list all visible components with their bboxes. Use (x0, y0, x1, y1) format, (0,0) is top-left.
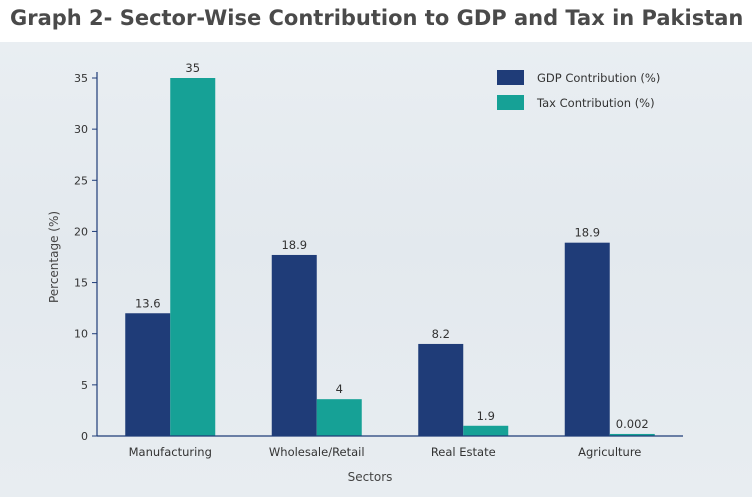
bar-tax-manufacturing (170, 78, 216, 436)
legend-label: Tax Contribution (%) (536, 96, 655, 110)
y-tick-label: 15 (74, 277, 88, 290)
legend: GDP Contribution (%) Tax Contribution (%) (497, 70, 660, 110)
x-tick-label: Agriculture (578, 445, 641, 459)
chart-title: Graph 2- Sector-Wise Contribution to GDP… (10, 6, 744, 30)
legend-swatch-tax (497, 95, 524, 110)
bar-tax-real-estate (463, 425, 509, 436)
data-label: 0.002 (616, 417, 649, 431)
bar-tax-agriculture (609, 433, 655, 436)
bar-chart: 0 5 10 15 20 25 30 35 13.6 35 18.9 4 8.2 1.9 18.9 0.00… (47, 61, 683, 484)
y-axis: 0 5 10 15 20 25 30 35 (74, 72, 98, 443)
x-tick-label: Wholesale/Retail (269, 445, 365, 459)
data-label: 18.9 (281, 238, 307, 252)
legend-label: GDP Contribution (%) (537, 71, 660, 85)
data-label: 1.9 (477, 409, 495, 423)
bars-group (125, 78, 655, 436)
y-tick-label: 30 (74, 123, 88, 136)
bar-gdp-manufacturing (125, 313, 171, 436)
bar-gdp-real-estate (418, 343, 464, 436)
y-tick-label: 0 (81, 430, 88, 443)
x-axis: Manufacturing Wholesale/Retail Real Estate… (97, 435, 683, 459)
legend-swatch-gdp (497, 70, 524, 85)
bar-gdp-agriculture (564, 242, 610, 436)
y-tick-label: 25 (74, 174, 88, 187)
y-tick-label: 5 (81, 379, 88, 392)
data-label: 8.2 (432, 327, 450, 341)
x-tick-label: Manufacturing (129, 445, 212, 459)
data-label: 18.9 (574, 226, 600, 240)
data-labels-group: 13.6 35 18.9 4 8.2 1.9 18.9 0.002 (135, 61, 649, 431)
data-label: 4 (336, 382, 343, 396)
y-tick-label: 35 (74, 72, 88, 85)
data-label: 35 (185, 61, 200, 75)
bar-tax-wholesale-retail (316, 399, 362, 436)
y-tick-label: 10 (74, 328, 88, 341)
x-tick-label: Real Estate (431, 445, 496, 459)
data-label: 13.6 (135, 296, 161, 310)
y-tick-label: 20 (74, 225, 88, 238)
y-axis-label: Percentage (%) (47, 211, 61, 303)
bar-gdp-wholesale-retail (271, 254, 317, 436)
x-axis-label: Sectors (348, 470, 393, 484)
